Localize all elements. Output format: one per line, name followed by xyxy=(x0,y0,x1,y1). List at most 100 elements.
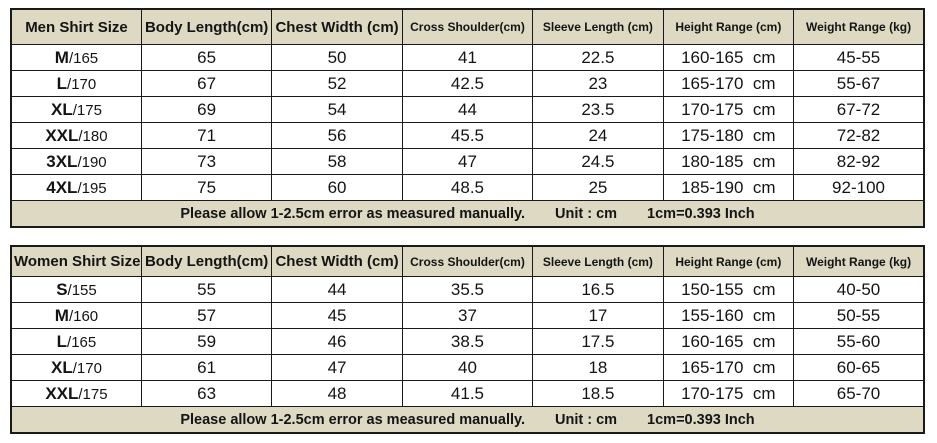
value-cell: 44 xyxy=(401,96,534,123)
column-header: Cross Shoulder(cm) xyxy=(401,8,534,45)
women-table-header: Women Shirt Size Body Length(cm) Chest Wid… xyxy=(10,245,925,277)
value-cell: 44 xyxy=(271,276,403,303)
value-cell: 48 xyxy=(271,380,403,407)
size-code: 4XL xyxy=(46,177,78,197)
value-cell: 18 xyxy=(532,354,664,381)
value-cell: 50 xyxy=(271,44,403,71)
footer-conversion: 1cm=0.393 Inch xyxy=(647,411,755,428)
column-header: Chest Width (cm) xyxy=(271,245,403,277)
size-cell: 4XL/195 xyxy=(10,174,142,201)
value-cell: 41 xyxy=(401,44,534,71)
footer-row: Please allow 1-2.5cm error as measured m… xyxy=(10,406,925,434)
value-cell: 73 xyxy=(140,148,273,175)
column-header: Height Range (cm) xyxy=(662,8,795,45)
value-cell: 57 xyxy=(140,302,273,329)
table-row: M/160 57 45 37 17 155-160 cm 50-55 xyxy=(10,302,925,329)
value-cell: 42.5 xyxy=(401,70,534,97)
value-cell: 40-50 xyxy=(793,276,925,303)
value-cell: 71 xyxy=(140,122,273,149)
value-cell: 92-100 xyxy=(793,174,925,201)
size-height: /170 xyxy=(67,75,97,93)
value-cell: 67 xyxy=(140,70,273,97)
value-cell: 160-165 cm xyxy=(662,44,795,71)
size-height: /170 xyxy=(72,359,102,377)
value-cell: 45.5 xyxy=(401,122,534,149)
column-header: Cross Shoulder(cm) xyxy=(401,245,534,277)
value-cell: 40 xyxy=(401,354,534,381)
size-code: 3XL xyxy=(46,151,78,171)
size-height: /155 xyxy=(67,281,97,299)
value-cell: 170-175 cm xyxy=(662,96,795,123)
value-cell: 65 xyxy=(140,44,273,71)
footer-unit: Unit : cm xyxy=(555,411,618,428)
value-cell: 75 xyxy=(140,174,273,201)
header-row: Women Shirt Size Body Length(cm) Chest Wid… xyxy=(10,245,925,277)
size-cell: M/165 xyxy=(10,44,142,71)
size-cell: L/170 xyxy=(10,70,142,97)
size-code: L xyxy=(56,73,68,93)
column-header: Weight Range (kg) xyxy=(793,245,925,277)
value-cell: 67-72 xyxy=(793,96,925,123)
size-height: /175 xyxy=(78,385,108,403)
column-header: Sleeve Length (cm) xyxy=(532,245,664,277)
column-header: Sleeve Length (cm) xyxy=(532,8,664,45)
value-cell: 52 xyxy=(271,70,403,97)
size-height: /160 xyxy=(68,307,99,325)
value-cell: 23.5 xyxy=(532,96,664,123)
value-cell: 18.5 xyxy=(532,380,664,407)
value-cell: 155-160 cm xyxy=(662,302,795,329)
column-header: Weight Range (kg) xyxy=(793,8,925,45)
table-gap xyxy=(10,228,926,245)
size-cell: XL/170 xyxy=(10,354,142,381)
value-cell: 47 xyxy=(271,354,403,381)
women-shirt-size-table: Women Shirt Size Body Length(cm) Chest Wid… xyxy=(10,245,925,434)
value-cell: 72-82 xyxy=(793,122,925,149)
value-cell: 65-70 xyxy=(793,380,925,407)
size-cell: S/155 xyxy=(10,276,142,303)
value-cell: 82-92 xyxy=(793,148,925,175)
value-cell: 61 xyxy=(140,354,273,381)
footer-row: Please allow 1-2.5cm error as measured m… xyxy=(10,200,925,228)
value-cell: 24.5 xyxy=(532,148,664,175)
table-row: L/165 59 46 38.5 17.5 160-165 cm 55-60 xyxy=(10,328,925,355)
size-cell: L/165 xyxy=(10,328,142,355)
value-cell: 69 xyxy=(140,96,273,123)
value-cell: 60 xyxy=(271,174,403,201)
value-cell: 47 xyxy=(401,148,534,175)
value-cell: 24 xyxy=(532,122,664,149)
value-cell: 175-180 cm xyxy=(662,122,795,149)
table-row: XL/175 69 54 44 23.5 170-175 cm 67-72 xyxy=(10,96,925,123)
value-cell: 55-67 xyxy=(793,70,925,97)
footer-unit: Unit : cm xyxy=(555,205,618,222)
size-code: XL xyxy=(50,357,73,377)
size-height: /165 xyxy=(67,333,97,351)
value-cell: 58 xyxy=(271,148,403,175)
table-row: XXL/175 63 48 41.5 18.5 170-175 cm 65-70 xyxy=(10,380,925,407)
value-cell: 54 xyxy=(271,96,403,123)
table-row: XL/170 61 47 40 18 165-170 cm 60-65 xyxy=(10,354,925,381)
size-cell: XXL/175 xyxy=(10,380,142,407)
size-code: XXL xyxy=(45,125,79,145)
size-cell: XL/175 xyxy=(10,96,142,123)
size-height: /195 xyxy=(77,179,107,197)
column-header: Body Length(cm) xyxy=(140,245,273,277)
table-row: M/165 65 50 41 22.5 160-165 cm 45-55 xyxy=(10,44,925,71)
value-cell: 25 xyxy=(532,174,664,201)
women-table-footer: Please allow 1-2.5cm error as measured m… xyxy=(10,406,925,434)
size-cell: 3XL/190 xyxy=(10,148,142,175)
value-cell: 50-55 xyxy=(793,302,925,329)
men-table-body: M/165 65 50 41 22.5 160-165 cm 45-55 L/170 67 52 4… xyxy=(10,44,925,201)
value-cell: 150-155 cm xyxy=(662,276,795,303)
footer-conversion: 1cm=0.393 Inch xyxy=(647,205,755,222)
value-cell: 45-55 xyxy=(793,44,925,71)
value-cell: 41.5 xyxy=(401,380,534,407)
value-cell: 160-165 cm xyxy=(662,328,795,355)
value-cell: 165-170 cm xyxy=(662,354,795,381)
value-cell: 45 xyxy=(271,302,403,329)
footer-cell: Please allow 1-2.5cm error as measured m… xyxy=(10,406,925,434)
value-cell: 55 xyxy=(140,276,273,303)
table-title-header: Women Shirt Size xyxy=(10,245,142,277)
value-cell: 38.5 xyxy=(401,328,534,355)
men-table-header: Men Shirt Size Body Length(cm) Chest Width… xyxy=(10,8,925,45)
value-cell: 60-65 xyxy=(793,354,925,381)
